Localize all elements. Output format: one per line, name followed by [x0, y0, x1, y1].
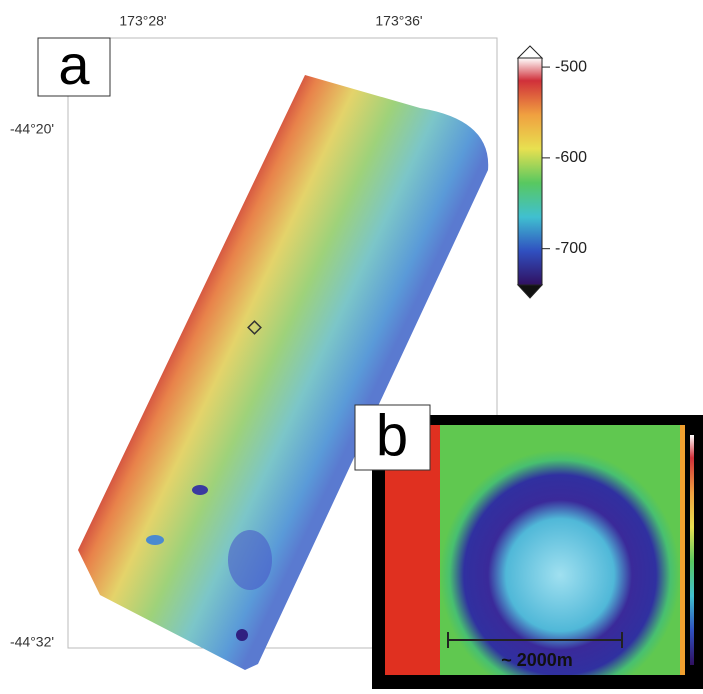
lon-label: 173°28' — [119, 13, 166, 29]
inset-colorbar — [690, 435, 694, 665]
colorbar-bottom-cap — [518, 285, 542, 298]
colorbar-ramp — [518, 58, 542, 285]
inset-map-center — [440, 425, 680, 675]
lat-label: -44°32' — [10, 634, 54, 650]
depression — [192, 485, 208, 495]
colorbar-tick-label: -700 — [555, 240, 587, 257]
lat-label: -44°20' — [10, 121, 54, 137]
depression — [146, 535, 164, 545]
panel-label: b — [376, 403, 408, 468]
panel-label: a — [58, 33, 90, 96]
deep-area — [228, 530, 272, 590]
colorbar-tick-label: -600 — [555, 149, 587, 166]
colorbar-tick-label: -500 — [555, 58, 587, 75]
depression — [236, 629, 248, 641]
lon-label: 173°36' — [375, 13, 422, 29]
scale-label: ~ 2000m — [501, 650, 573, 670]
figure: a 173°28' 173°36' -44°20' -44°32' ~ 2000… — [0, 0, 703, 689]
colorbar-top-cap — [518, 46, 542, 58]
colorbar — [518, 46, 542, 298]
